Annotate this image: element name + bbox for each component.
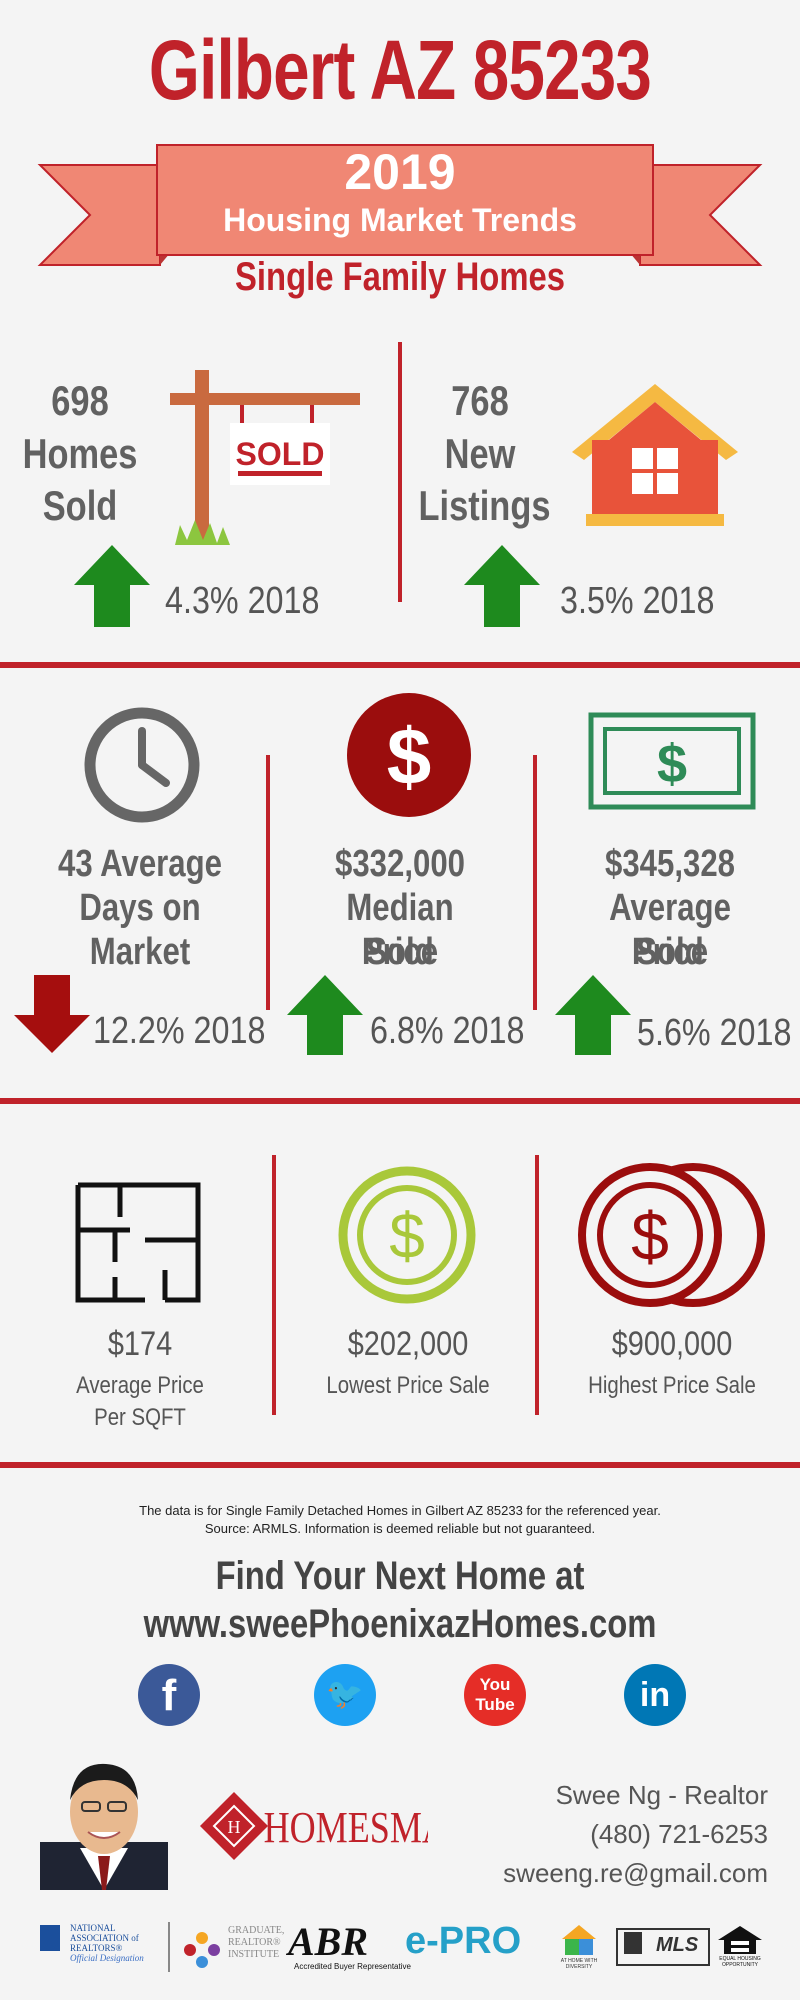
agent-phone[interactable]: (480) 721-6253 <box>590 1819 768 1849</box>
homes-sold-up-arrow-icon <box>74 545 150 627</box>
median-price-label-2: Median Sold <box>346 887 454 973</box>
median-price-label-3: Price <box>361 931 439 973</box>
disclaimer-line-1: The data is for Single Family Detached H… <box>139 1503 661 1518</box>
sold-sign-icon: SOLD <box>170 370 360 545</box>
new-listings-label-1: New <box>444 430 516 477</box>
homes-sold-label-1: Homes <box>22 430 138 477</box>
mls-logo-box <box>616 1928 710 1966</box>
lowest-price-caption: Lowest Price Sale <box>326 1372 490 1399</box>
agent-photo <box>40 1763 168 1890</box>
price-per-sqft-value: $174 <box>107 1325 173 1363</box>
equal-housing-logo: EQUAL HOUSING OPPORTUNITY <box>719 1956 761 1968</box>
gri-logo: GRADUATE, REALTOR® INSTITUTE <box>228 1925 285 1960</box>
svg-text:H: H <box>228 1817 241 1837</box>
svg-text:$: $ <box>657 734 687 794</box>
banner-year: 2019 <box>344 144 456 200</box>
linkedin-icon[interactable]: in <box>624 1664 686 1726</box>
sold-sign-text: SOLD <box>236 436 325 472</box>
average-price-change: 5.6% 2018 <box>637 1012 792 1054</box>
category-heading: Single Family Homes <box>235 255 565 299</box>
highest-price-value: $900,000 <box>611 1325 733 1363</box>
svg-text:$: $ <box>389 1200 425 1272</box>
new-listings-up-arrow-icon <box>464 545 540 627</box>
floor-plan-icon <box>75 1182 201 1303</box>
divider <box>168 1922 170 1972</box>
coins-icon: $ <box>578 1163 765 1307</box>
section-divider <box>0 1098 800 1104</box>
section-divider <box>0 662 800 668</box>
twitter-icon[interactable]: 🐦 <box>314 1664 376 1726</box>
dollar-circle-icon: $ <box>347 693 471 817</box>
average-price-label-3: Price <box>631 931 709 973</box>
realtor-r-icon <box>40 1925 60 1951</box>
svg-text:$: $ <box>387 712 432 801</box>
average-price-label-1: $345,328 <box>605 843 735 885</box>
homesmart-logo: H HOMESMART <box>200 1792 428 1860</box>
youtube-icon[interactable]: You Tube <box>464 1664 526 1726</box>
price-per-sqft-caption-1: Average Price <box>76 1372 204 1399</box>
homes-sold-label-2: Sold <box>42 482 118 529</box>
days-on-market-down-arrow-icon <box>14 975 90 1053</box>
equal-housing-icon <box>718 1926 762 1954</box>
section-divider <box>0 1462 800 1468</box>
price-per-sqft-caption-2: Per SQFT <box>94 1404 186 1431</box>
agent-email[interactable]: sweeng.re@gmail.com <box>503 1858 768 1888</box>
coin-icon: $ <box>338 1166 476 1304</box>
diversity-logo: AT HOME WITH DIVERSITY <box>560 1958 598 1970</box>
divider <box>272 1155 276 1415</box>
gri-logo-icon <box>184 1932 220 1968</box>
abr-logo: ABR <box>288 1919 369 1964</box>
website-link[interactable]: www.sweePhoenixazHomes.com <box>143 1602 657 1646</box>
year-banner <box>37 144 763 266</box>
days-on-market-label-1: 43 Average <box>58 843 222 885</box>
diversity-logo-icon <box>562 1925 596 1955</box>
divider <box>533 755 537 1010</box>
page-title: Gilbert AZ 85233 <box>148 23 652 117</box>
average-price-up-arrow-icon <box>555 975 631 1055</box>
average-price-label-2: Average Sold <box>609 887 731 973</box>
median-price-up-arrow-icon <box>287 975 363 1055</box>
nar-logo: NATIONAL ASSOCIATION of REALTORS® Offici… <box>70 1923 144 1963</box>
new-listings-change: 3.5% 2018 <box>560 580 715 622</box>
days-on-market-label-2: Days on <box>79 887 201 929</box>
new-listings-label-2: Listings <box>418 482 551 529</box>
days-on-market-change: 12.2% 2018 <box>93 1010 266 1052</box>
divider <box>398 342 402 602</box>
svg-text:$: $ <box>631 1199 669 1275</box>
banner-subtitle: Housing Market Trends <box>223 202 577 238</box>
days-on-market-label-3: Market <box>89 931 191 973</box>
homes-sold-value: 698 <box>51 377 109 424</box>
new-listings-value: 768 <box>451 377 509 424</box>
banknote-icon: $ <box>588 712 756 810</box>
divider <box>266 755 270 1010</box>
median-price-change: 6.8% 2018 <box>370 1010 525 1052</box>
lowest-price-value: $202,000 <box>347 1325 469 1363</box>
facebook-icon[interactable]: f <box>138 1664 200 1726</box>
highest-price-caption: Highest Price Sale <box>588 1372 756 1399</box>
clock-icon <box>84 707 200 823</box>
svg-text:HOMESMART: HOMESMART <box>264 1803 428 1852</box>
abr-subtitle: Accredited Buyer Representative <box>294 1962 411 1971</box>
realtor-r-icon <box>624 1932 642 1954</box>
mls-logo: MLS <box>656 1934 699 1956</box>
homes-sold-change: 4.3% 2018 <box>165 580 320 622</box>
cta-line-1: Find Your Next Home at <box>215 1554 585 1598</box>
divider <box>535 1155 539 1415</box>
median-price-label-1: $332,000 <box>335 843 465 885</box>
disclaimer-line-2: Source: ARMLS. Information is deemed rel… <box>204 1521 596 1536</box>
epro-logo: e-PRO <box>405 1920 522 1962</box>
agent-name: Swee Ng - Realtor <box>555 1780 768 1810</box>
house-icon <box>572 384 738 526</box>
